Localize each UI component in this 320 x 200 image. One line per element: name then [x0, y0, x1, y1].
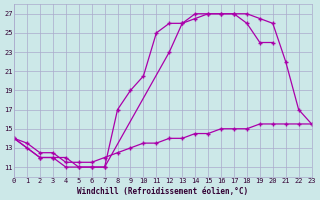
X-axis label: Windchill (Refroidissement éolien,°C): Windchill (Refroidissement éolien,°C): [77, 187, 248, 196]
